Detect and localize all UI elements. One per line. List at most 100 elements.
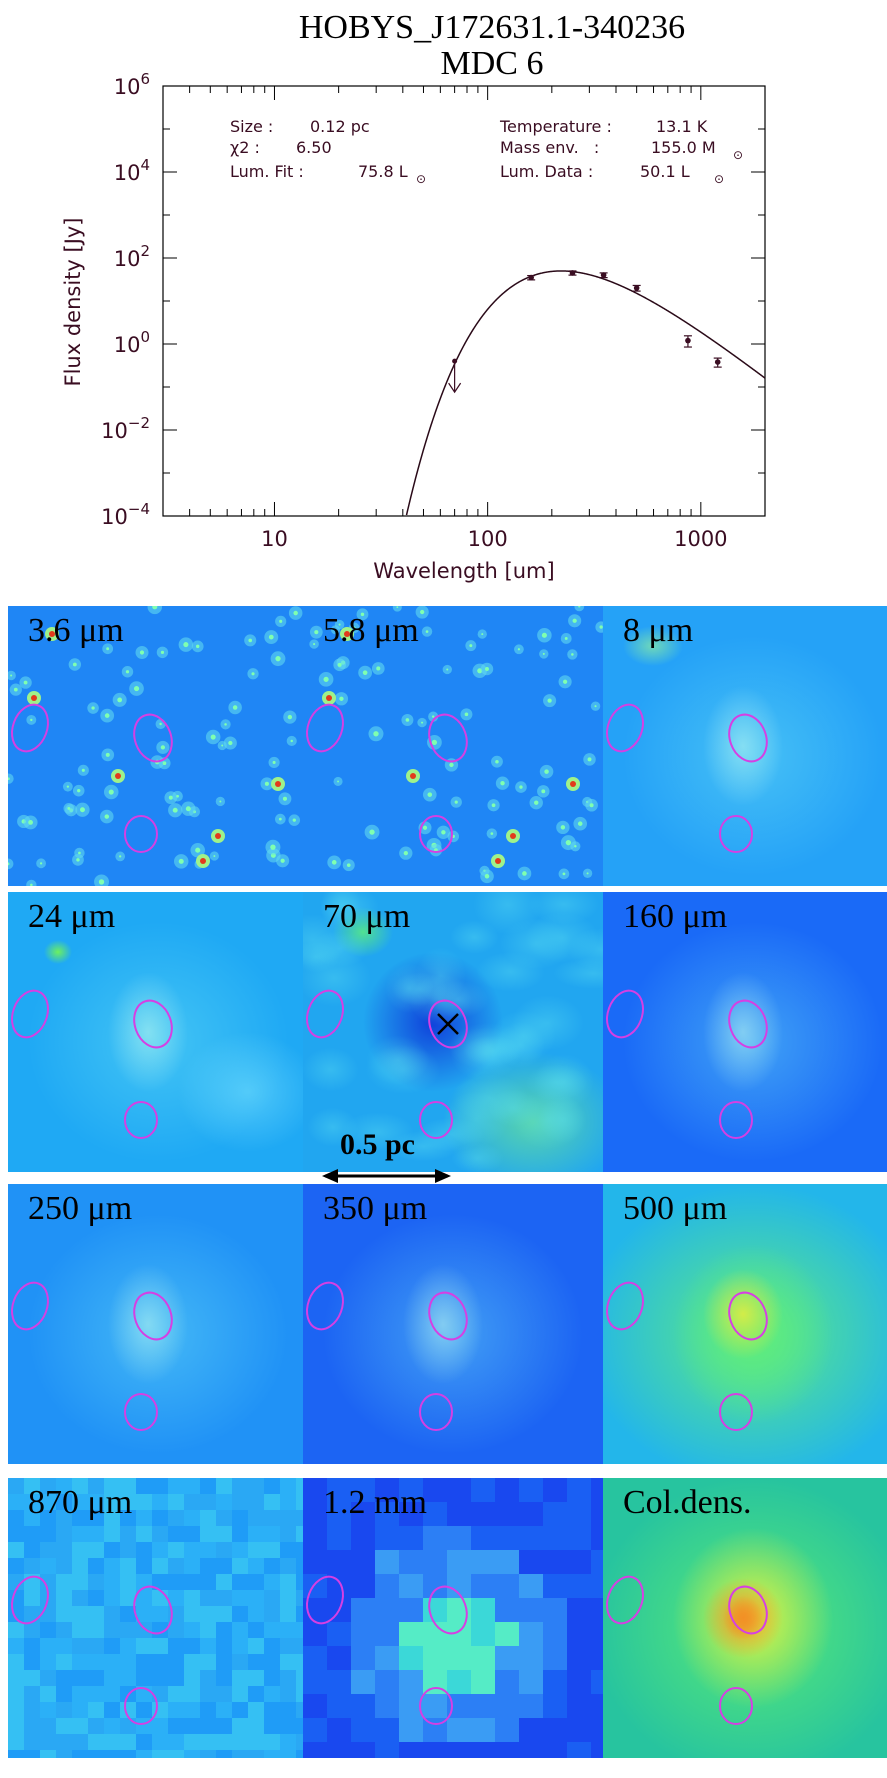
- map-pixel: [40, 1510, 56, 1526]
- map-pixel: [88, 1654, 104, 1670]
- map-pixel: [216, 1558, 232, 1574]
- map-pixel: [200, 1542, 216, 1558]
- map-pixel: [248, 1750, 264, 1758]
- map-pixel: [136, 1494, 152, 1510]
- map-pixel: [495, 1502, 519, 1526]
- map-pixel: [495, 1694, 519, 1718]
- map-pixel: [303, 1526, 327, 1550]
- map-pixel: [232, 1702, 248, 1718]
- y-tick-label: 100: [114, 328, 150, 357]
- map-pixel: [72, 1574, 88, 1590]
- map-pixel: [495, 1526, 519, 1550]
- map-pixel: [136, 1606, 152, 1622]
- source-ellipse: [728, 713, 768, 763]
- star-core: [376, 666, 381, 671]
- source-ellipse: [719, 1687, 753, 1725]
- map-pixel: [591, 1598, 603, 1622]
- source-cross: [437, 1013, 449, 1025]
- map-pixel: [280, 1606, 296, 1622]
- map-pixel: [519, 1718, 543, 1742]
- map-pixel: [72, 1542, 88, 1558]
- star-core: [491, 803, 496, 808]
- map-pixel: [264, 1494, 280, 1510]
- star-core: [159, 722, 162, 726]
- map-pixel: [184, 1478, 200, 1494]
- map-pixel: [120, 1558, 136, 1574]
- source-ellipse: [606, 989, 644, 1039]
- map-pixel: [200, 1622, 216, 1638]
- map-pixel: [232, 1478, 248, 1494]
- star-core: [464, 712, 469, 717]
- map-pixel: [543, 1670, 567, 1694]
- map-pixel: [567, 1646, 591, 1670]
- map-pixel: [303, 1718, 327, 1742]
- source-ellipse: [306, 989, 344, 1039]
- map-pixel: [72, 1558, 88, 1574]
- source-ellipse: [428, 1291, 468, 1341]
- star-core: [117, 697, 123, 703]
- map-pixel: [104, 1622, 120, 1638]
- map-image: [306, 1214, 583, 1454]
- map-pixel: [423, 1598, 447, 1622]
- map-pixel: [248, 1718, 264, 1734]
- y-axis-label: Flux density [Jy]: [61, 217, 85, 386]
- map-pixel: [88, 1574, 104, 1590]
- star-core: [500, 780, 505, 786]
- map-pixel: [72, 1638, 88, 1654]
- map-pixel: [567, 1742, 591, 1758]
- star-core: [76, 858, 80, 862]
- panel-label: Col.dens.: [623, 1484, 752, 1521]
- map-pixel: [56, 1478, 72, 1494]
- chart-title: HOBYS_J172631.1-340236: [299, 9, 685, 46]
- map-pixel: [136, 1558, 152, 1574]
- map-pixel: [232, 1590, 248, 1606]
- map-pixel: [447, 1502, 471, 1526]
- map-pixel: [216, 1718, 232, 1734]
- map-pixel: [232, 1734, 248, 1750]
- star-core: [541, 632, 547, 638]
- map-pixel: [152, 1478, 168, 1494]
- map-pixel: [327, 1670, 351, 1694]
- star-core: [77, 789, 81, 793]
- map-pixel: [232, 1558, 248, 1574]
- map-pixel: [303, 1478, 327, 1502]
- map-pixel: [152, 1606, 168, 1622]
- annot-mass-sun: ⊙: [733, 148, 743, 162]
- star-core: [221, 744, 224, 747]
- panel-label: 1.2 mm: [323, 1484, 427, 1521]
- source-ellipse: [306, 1281, 344, 1331]
- map-pixel: [264, 1750, 280, 1758]
- map-pixel: [567, 1718, 591, 1742]
- map-pixel: [543, 1550, 567, 1574]
- map-pixel: [232, 1718, 248, 1734]
- bright-star-core: [200, 858, 206, 864]
- star-core: [275, 656, 281, 662]
- star-core: [421, 721, 424, 724]
- annot-lumfit-sun: ⊙: [416, 172, 426, 186]
- star-core: [213, 855, 216, 858]
- map-pixel: [40, 1734, 56, 1750]
- star-core: [168, 795, 173, 800]
- map-pixel: [72, 1686, 88, 1702]
- star-core: [162, 761, 167, 766]
- map-image: [603, 1478, 887, 1758]
- map-pixel: [264, 1654, 280, 1670]
- map-pixel: [120, 1478, 136, 1494]
- map-pixel: [280, 1478, 296, 1494]
- map-pixel: [264, 1670, 280, 1686]
- map-pixel: [8, 1734, 24, 1750]
- map-pixel: [567, 1526, 591, 1550]
- emission-region: [44, 940, 72, 964]
- emission-region: [391, 972, 448, 1007]
- bright-star-core: [510, 833, 516, 839]
- emission-region: [473, 892, 542, 935]
- source-ellipse: [719, 1101, 753, 1139]
- source-ellipse: [124, 815, 158, 853]
- source-ellipse: [11, 1281, 49, 1331]
- emission-region: [553, 957, 603, 989]
- map-pixel: [152, 1718, 168, 1734]
- map-pixel: [120, 1622, 136, 1638]
- map-pixel: [296, 1750, 308, 1758]
- star-core: [287, 714, 293, 720]
- map-pixel: [24, 1686, 40, 1702]
